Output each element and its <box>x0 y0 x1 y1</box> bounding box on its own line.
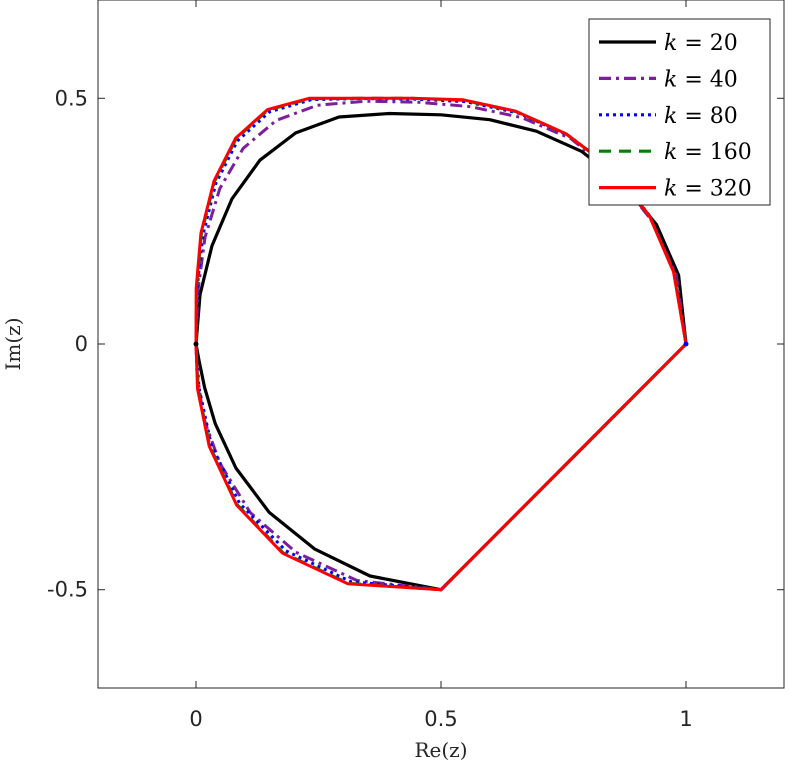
y-tick-label: -0.5 <box>47 578 88 602</box>
y-ticks: -0.5 0 0.5 <box>47 86 784 602</box>
x-tick-label: 0 <box>189 707 202 731</box>
legend-box <box>588 18 771 206</box>
x-tick-label: 0.5 <box>424 707 457 731</box>
legend: k = 20 k = 40 k = 80 k = 160 k = 320 <box>588 18 771 206</box>
y-tick-label: 0 <box>75 332 88 356</box>
series-line-4 <box>194 96 688 592</box>
x-ticks: 0 0.5 1 <box>189 0 693 731</box>
legend-label-2: k = 80 <box>664 104 738 129</box>
legend-label-1: k = 40 <box>664 67 738 92</box>
x-tick-label: 1 <box>679 707 692 731</box>
data-point-0 <box>193 341 199 347</box>
legend-label-3: k = 160 <box>664 140 752 165</box>
x-axis-label: Re(z) <box>414 738 467 762</box>
points-layer <box>193 341 689 347</box>
legend-label-4: k = 320 <box>664 177 752 202</box>
data-point-1 <box>683 341 689 347</box>
y-axis-label: Im(z) <box>1 317 25 370</box>
y-tick-label: 0.5 <box>55 86 88 110</box>
legend-label-0: k = 20 <box>664 31 738 56</box>
